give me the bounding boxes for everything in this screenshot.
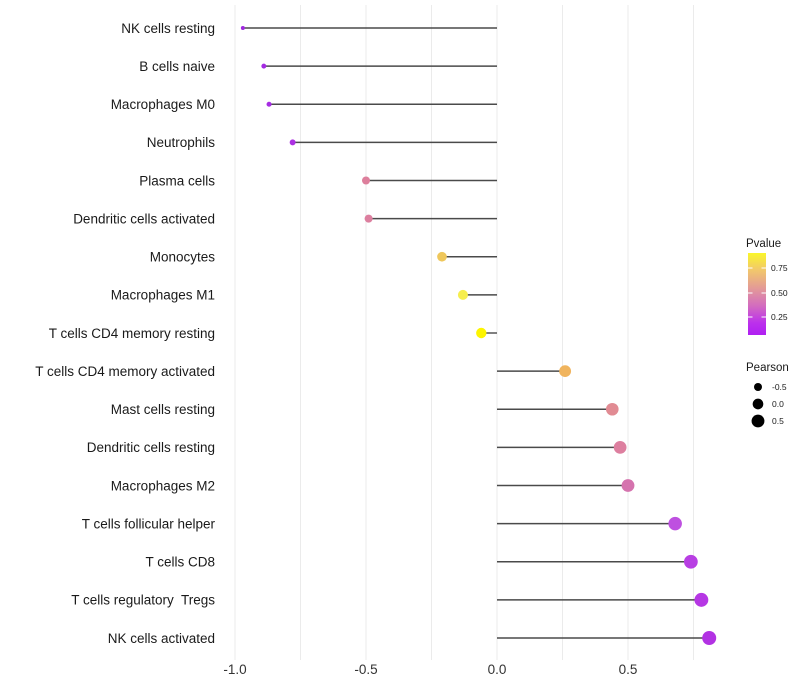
lollipop-dot <box>457 289 468 300</box>
category-label: NK cells activated <box>108 631 215 646</box>
lollipop-dot <box>702 631 717 645</box>
lollipop-dot <box>364 214 373 223</box>
lollipop-dot <box>437 251 447 262</box>
pvalue-colorbar-ticks: 0.75 0.50 0.25 <box>748 263 788 322</box>
x-axis-tick-label: -0.5 <box>354 662 377 677</box>
category-label: Macrophages M2 <box>111 478 215 493</box>
category-label: T cells follicular helper <box>82 516 216 531</box>
pearson-legend-items: -0.5 0.0 0.5 <box>751 382 787 428</box>
lollipop-dot <box>261 63 267 69</box>
pearson-legend-label: 0.0 <box>772 399 784 409</box>
category-label: Macrophages M1 <box>111 288 215 303</box>
x-axis-tick-label: 0.5 <box>619 662 638 677</box>
pearson-legend-label: 0.5 <box>772 416 784 426</box>
category-label: B cells naive <box>139 59 215 74</box>
pearson-legend-dot <box>752 398 764 410</box>
pvalue-tick-label: 0.75 <box>771 263 788 273</box>
category-label: T cells CD4 memory resting <box>49 326 215 341</box>
category-label: NK cells resting <box>121 21 215 36</box>
x-axis-tick-label: -1.0 <box>223 662 246 677</box>
category-label: Neutrophils <box>147 135 216 150</box>
pvalue-tick-label: 0.25 <box>771 312 788 322</box>
category-label: Plasma cells <box>139 173 215 188</box>
lollipop-dot <box>362 176 370 185</box>
category-label: T cells regulatory Tregs <box>71 593 215 608</box>
lollipop-dot <box>289 139 296 146</box>
lollipop-dot <box>559 365 572 378</box>
category-label: T cells CD4 memory activated <box>35 364 215 379</box>
pvalue-tick-label: 0.50 <box>771 288 788 298</box>
pvalue-legend: Pvalue 0.75 0.50 0.25 <box>746 238 788 335</box>
lollipop-dot <box>694 592 709 607</box>
pvalue-colorbar <box>748 253 766 335</box>
pearson-legend-dot <box>754 383 762 391</box>
y-axis-labels: NK cells resting B cells naive Macrophages… <box>35 21 215 646</box>
lollipop-dot <box>605 402 619 416</box>
category-label: Mast cells resting <box>111 402 215 417</box>
lollipop-dot <box>621 479 635 492</box>
x-axis-labels: -1.0 -0.5 0.0 0.5 <box>223 662 637 677</box>
category-label: T cells CD8 <box>145 555 215 570</box>
x-axis-tick-label: 0.0 <box>488 662 507 677</box>
lollipop-dot <box>266 101 272 107</box>
stem-layer <box>242 27 710 639</box>
category-label: Macrophages M0 <box>111 97 215 112</box>
pearson-legend-dot <box>751 414 765 428</box>
pearson-legend-title: Pearson <box>746 362 789 374</box>
category-label: Dendritic cells resting <box>87 440 215 455</box>
lollipop-dot <box>613 441 627 454</box>
category-label: Monocytes <box>150 250 216 265</box>
pearson-legend-label: -0.5 <box>772 382 787 392</box>
lollipop-dot <box>240 26 245 30</box>
category-label: Dendritic cells activated <box>73 211 215 226</box>
pvalue-legend-title: Pvalue <box>746 238 781 250</box>
lollipop-dot <box>476 327 487 339</box>
dot-layer <box>240 26 717 645</box>
lollipop-dot <box>684 554 698 569</box>
pearson-legend: Pearson -0.5 0.0 0.5 <box>746 362 789 428</box>
lollipop-dot <box>668 516 682 531</box>
